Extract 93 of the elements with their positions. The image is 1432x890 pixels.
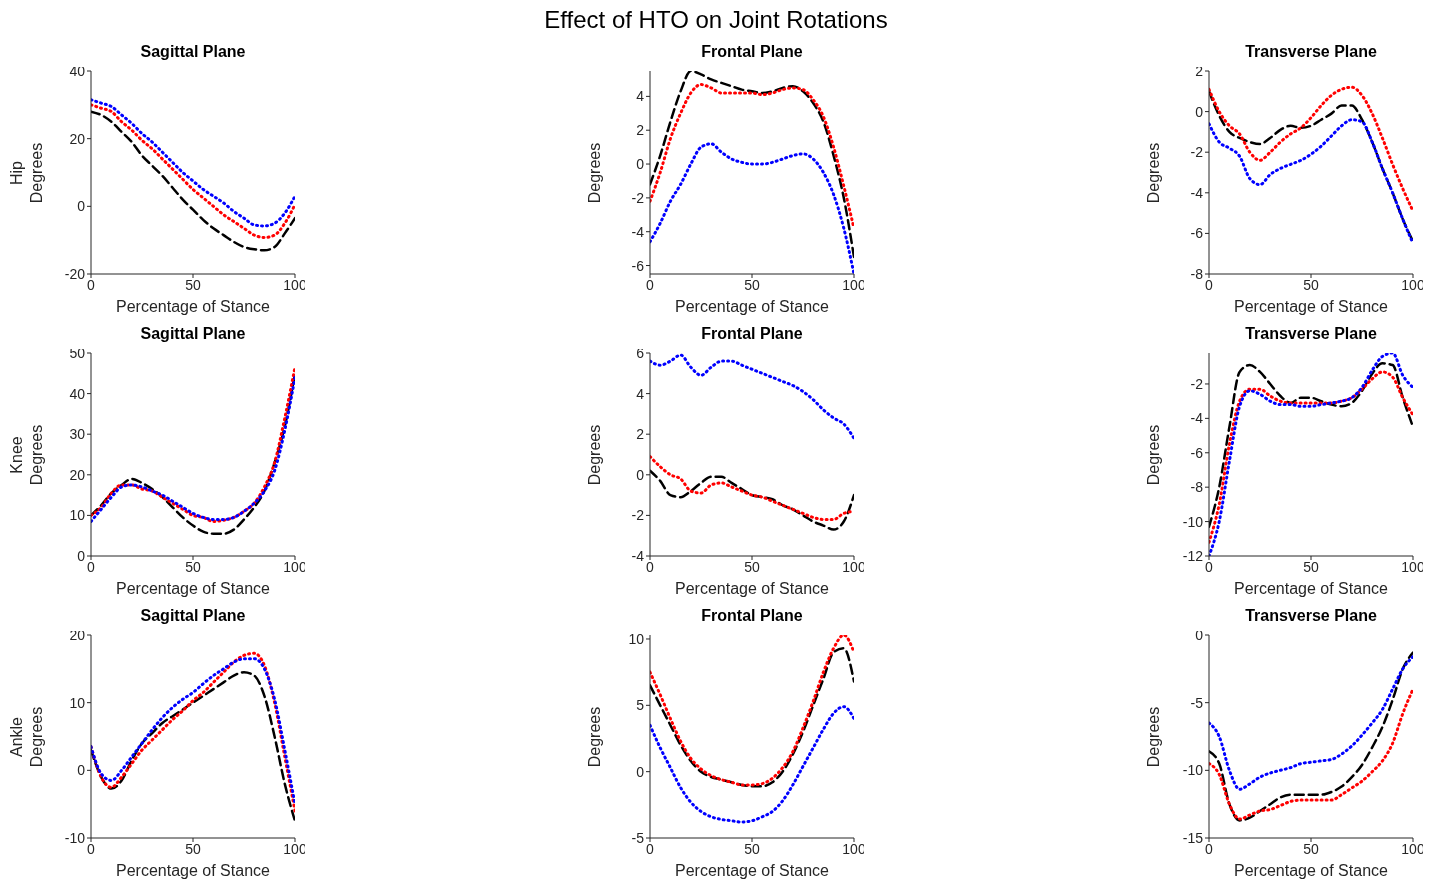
y-axis-title: Degrees	[585, 705, 604, 769]
y-tick-label: 20	[69, 466, 86, 483]
y-tick-label: 0	[1195, 103, 1204, 120]
y-tick-label: 2	[636, 426, 645, 443]
y-tick-label: 2	[636, 122, 645, 139]
y-tick-label: -8	[1190, 479, 1204, 496]
y-tick-label: -2	[631, 189, 645, 206]
y-tick-label: -12	[1182, 547, 1204, 564]
x-tick-label: 50	[1303, 276, 1319, 293]
y-tick-label: 0	[77, 547, 86, 564]
line-series	[650, 705, 854, 824]
y-tick-label: -6	[1190, 225, 1204, 242]
line-series	[650, 455, 854, 521]
line-series	[1209, 85, 1413, 213]
y-tick-label: -4	[631, 223, 645, 240]
y-tick-label: -5	[631, 829, 645, 846]
y-tick-label: -4	[1190, 410, 1204, 427]
y-tick-label: 30	[69, 426, 86, 443]
x-axis-title: Percentage of Stance	[674, 298, 830, 316]
y-tick-label: 6	[636, 344, 645, 361]
chart-title: Transverse Plane	[1244, 607, 1378, 625]
x-tick-label: 50	[1303, 558, 1319, 575]
chart-title: Transverse Plane	[1244, 43, 1378, 61]
line-series	[650, 353, 854, 440]
line-series	[1209, 651, 1413, 822]
x-tick-label: 50	[744, 840, 760, 857]
y-tick-label: -5	[1190, 694, 1204, 711]
line-series	[650, 469, 854, 531]
line-series	[91, 670, 295, 823]
y-axis-title: Ankle Degrees	[7, 705, 46, 769]
y-tick-label: -4	[631, 547, 645, 564]
y-tick-label: 0	[77, 762, 86, 779]
chart-title: Sagittal Plane	[139, 43, 247, 61]
x-tick-label: 50	[744, 276, 760, 293]
chart-title: Sagittal Plane	[139, 607, 247, 625]
y-axis-title: Degrees	[585, 423, 604, 487]
y-tick-label: 10	[69, 694, 86, 711]
y-tick-label: 20	[69, 130, 86, 147]
x-axis-title: Percentage of Stance	[1233, 862, 1389, 880]
y-tick-label: 40	[69, 62, 86, 79]
y-tick-label: 4	[636, 88, 645, 105]
chart-title: Sagittal Plane	[139, 325, 247, 343]
chart-title: Frontal Plane	[700, 325, 804, 343]
y-axis-title: Degrees	[1144, 141, 1163, 205]
y-axis-title: Degrees	[1144, 705, 1163, 769]
y-tick-label: -10	[1182, 762, 1204, 779]
y-tick-label: 50	[69, 344, 86, 361]
y-tick-label: 2	[1195, 62, 1204, 79]
line-series	[1209, 655, 1413, 791]
x-axis-title: Percentage of Stance	[115, 298, 271, 316]
x-tick-label: 50	[1303, 840, 1319, 857]
y-tick-label: 5	[636, 697, 645, 714]
x-axis-title: Percentage of Stance	[674, 862, 830, 880]
y-tick-label: 0	[636, 156, 645, 173]
x-axis-title: Percentage of Stance	[115, 580, 271, 598]
y-tick-label: -6	[631, 257, 645, 274]
chart-title: Frontal Plane	[700, 43, 804, 61]
text: Effect of HTO on Joint Rotations	[543, 6, 889, 34]
x-axis-title: Percentage of Stance	[674, 580, 830, 598]
y-tick-label: 4	[636, 385, 645, 402]
y-tick-label: -10	[64, 829, 86, 846]
y-tick-label: 10	[628, 630, 645, 647]
x-axis-title: Percentage of Stance	[115, 862, 271, 880]
line-series	[650, 71, 854, 259]
y-tick-label: 0	[77, 198, 86, 215]
y-tick-label: 20	[69, 626, 86, 643]
y-tick-label: 0	[636, 763, 645, 780]
y-tick-label: -8	[1190, 265, 1204, 282]
y-tick-label: -2	[1190, 375, 1204, 392]
y-tick-label: 0	[636, 466, 645, 483]
y-axis-title: Degrees	[1144, 423, 1163, 487]
y-tick-label: -4	[1190, 184, 1204, 201]
y-tick-label: -20	[64, 265, 86, 282]
x-tick-label: 50	[185, 276, 201, 293]
y-tick-label: -2	[1190, 144, 1204, 161]
y-tick-label: 40	[69, 385, 86, 402]
chart-title: Frontal Plane	[700, 607, 804, 625]
y-tick-label: -2	[631, 507, 645, 524]
x-tick-label: 50	[744, 558, 760, 575]
x-axis-title: Percentage of Stance	[1233, 580, 1389, 598]
y-tick-label: -15	[1182, 829, 1204, 846]
y-tick-label: -10	[1182, 513, 1204, 530]
x-tick-label: 50	[185, 840, 201, 857]
y-axis-title: Knee Degrees	[7, 423, 46, 487]
y-tick-label: -6	[1190, 444, 1204, 461]
line-series	[1209, 687, 1413, 821]
x-tick-label: 50	[185, 558, 201, 575]
y-axis-title: Degrees	[585, 141, 604, 205]
y-tick-label: 0	[1195, 626, 1204, 643]
y-axis-title: Hip Degrees	[7, 141, 46, 205]
chart-title: Transverse Plane	[1244, 325, 1378, 343]
x-axis-title: Percentage of Stance	[1233, 298, 1389, 316]
y-tick-label: 10	[69, 507, 86, 524]
